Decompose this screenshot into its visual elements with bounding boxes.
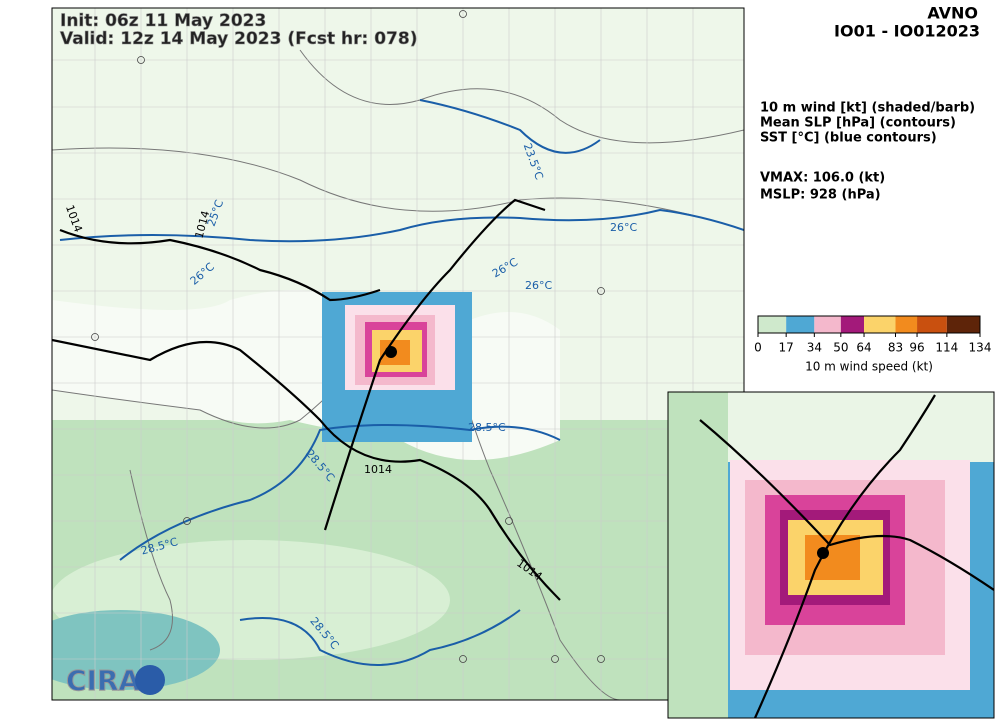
legend-line: Mean SLP [hPa] (contours) [760,116,956,131]
colorbar-segment [758,316,787,333]
colorbar-segment [786,316,815,333]
wind-field [322,292,472,442]
vmax: VMAX: 106.0 (kt) [760,171,885,186]
colorbar: 0 17 34 50 64 83 96 114 134 [754,315,992,355]
mslp: MSLP: 928 (hPa) [760,188,881,203]
colorbar-segment [840,316,865,333]
contour-label: 1014 [364,463,392,476]
contour-label: 28.5°C [468,421,506,434]
model: AVNO [927,4,978,23]
colorbar-tick-label: 34 [807,341,822,355]
colorbar-segment [895,316,918,333]
colorbar-tick-label: 17 [779,341,794,355]
inset-map [668,392,994,718]
colorbar-tick-label: 134 [969,341,992,355]
legend-line: SST [°C] (blue contours) [760,131,937,146]
init-time: Init: 06z 11 May 2023 [60,11,266,31]
colorbar-segment [917,316,947,333]
colorbar-tick-label: 114 [935,341,958,355]
colorbar-label: 10 m wind speed (kt) [805,360,933,374]
colorbar-tick-label: 64 [856,341,871,355]
logo: CIRA [66,664,141,697]
inset-frame [667,391,995,719]
main-map [52,8,744,700]
colorbar-tick-label: 83 [888,341,903,355]
colorbar-tick-label: 50 [833,341,848,355]
colorbar-segment [814,316,841,333]
map-frame [51,7,745,701]
colorbar-tick-label: 96 [909,341,924,355]
legend-line: 10 m wind [kt] (shaded/barb) [760,101,975,116]
colorbar-frame [757,315,981,334]
contour-label: 26°C [610,221,637,234]
logo-badge [135,665,165,695]
valid-time: Valid: 12z 14 May 2023 (Fcst hr: 078) [60,29,417,49]
storm-id: IO01 - IO012023 [834,22,980,41]
contour-label: 26°C [525,279,552,292]
colorbar-tick-label: 0 [754,341,762,355]
colorbar-segment [946,316,980,333]
colorbar-segment [864,316,896,333]
